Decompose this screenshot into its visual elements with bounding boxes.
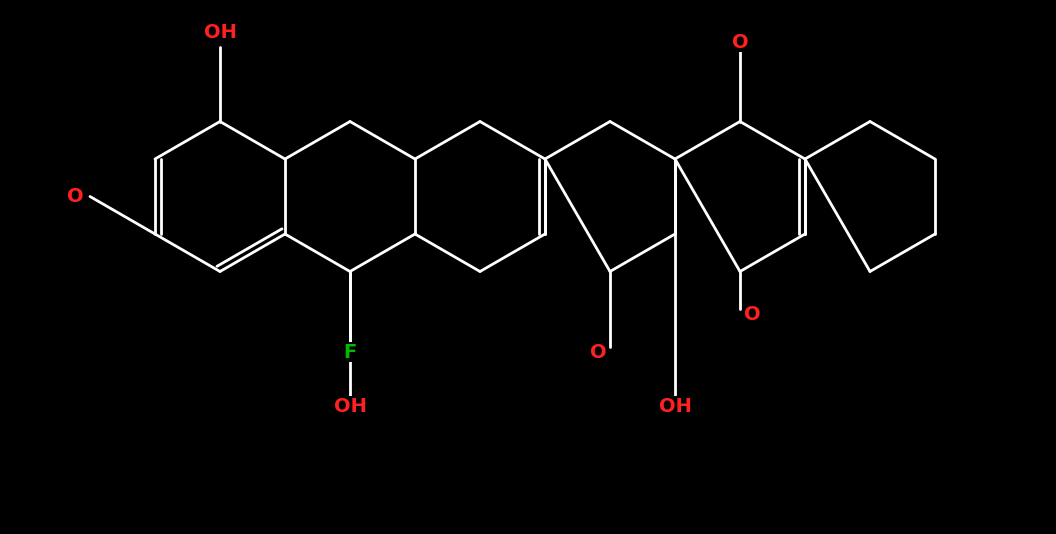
Text: O: O	[743, 305, 760, 325]
Text: O: O	[732, 33, 749, 51]
Text: O: O	[589, 342, 606, 362]
Text: F: F	[343, 342, 357, 362]
Text: OH: OH	[334, 397, 366, 415]
Text: OH: OH	[204, 23, 237, 42]
Text: OH: OH	[659, 397, 692, 415]
Text: O: O	[67, 187, 83, 206]
